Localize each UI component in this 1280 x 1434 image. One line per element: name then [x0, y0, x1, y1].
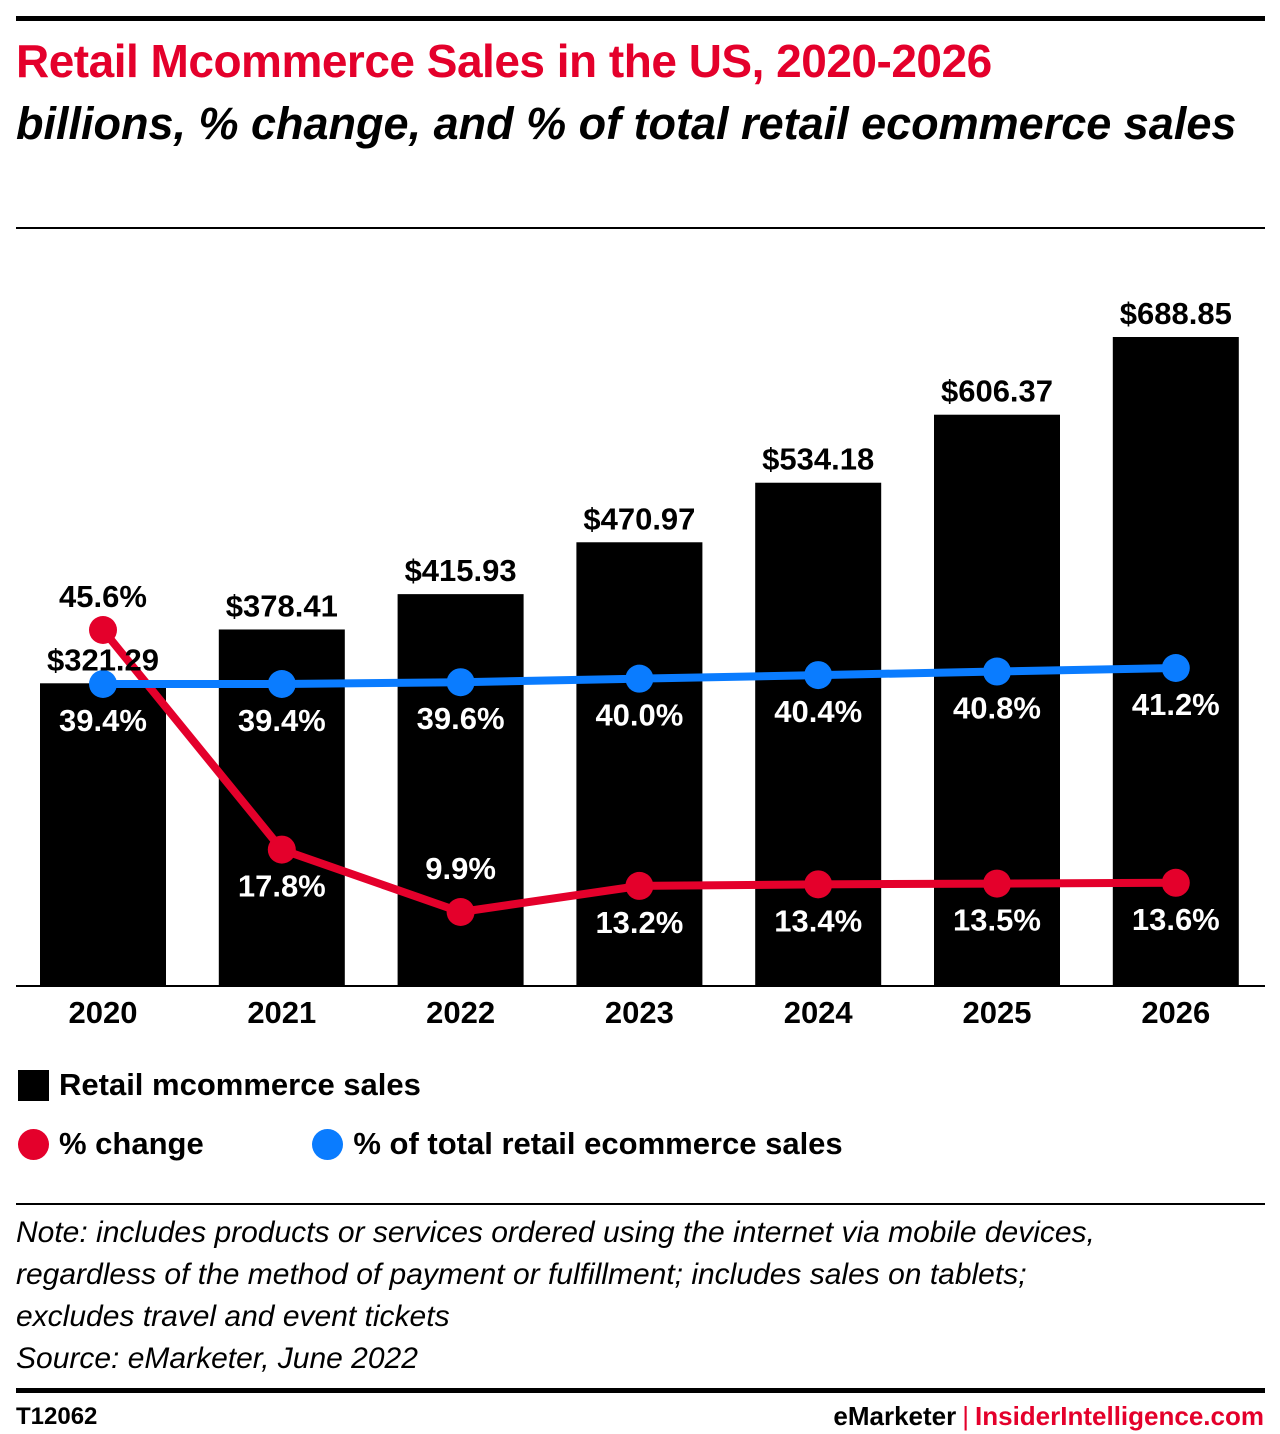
note-line-1: Note: includes products or services orde…	[16, 1216, 1095, 1249]
labels-layer: 2020 $321.29 2021 $378.41 2022 $415.93 2023 $47…	[47, 296, 1232, 1030]
change-point	[89, 616, 117, 644]
header-rule	[16, 227, 1265, 229]
brand-emarketer: eMarketer	[833, 1401, 957, 1431]
share-value-label: 40.8%	[953, 691, 1041, 726]
bar	[397, 594, 524, 986]
x-tick-label: 2022	[426, 995, 495, 1030]
change-point	[446, 898, 475, 926]
brand-separator: |	[962, 1401, 970, 1431]
chart-title: Retail Mcommerce Sales in the US, 2020-2…	[16, 35, 992, 87]
share-value-label: 40.0%	[595, 698, 683, 733]
bar-value-label: $688.85	[1120, 296, 1232, 331]
legend-swatch-change	[18, 1128, 49, 1160]
legend-label-share: % of total retail ecommerce sales	[353, 1126, 843, 1161]
change-value-label: 13.6%	[1132, 902, 1220, 937]
share-value-label: 39.4%	[59, 703, 147, 738]
bar-value-label: $606.37	[941, 374, 1053, 409]
legend-item-change: % change	[18, 1126, 204, 1162]
change-value-label: 13.4%	[774, 903, 862, 938]
brand-insider: InsiderIntelligence.com	[975, 1401, 1264, 1431]
change-point	[1161, 868, 1190, 897]
change-value-label: 13.5%	[953, 903, 1041, 938]
bar	[576, 542, 703, 986]
legend-item-bars: Retail mcommerce sales	[18, 1067, 421, 1103]
bars-layer	[40, 337, 1239, 987]
share-value-label: 39.4%	[238, 703, 326, 738]
bar-value-label: $534.18	[762, 442, 874, 477]
legend-row-2: % change % of total retail ecommerce sal…	[18, 1126, 843, 1168]
change-point	[983, 869, 1011, 898]
bar-value-label: $415.93	[405, 553, 517, 588]
share-value-label: 39.6%	[417, 701, 505, 736]
share-point	[804, 661, 833, 690]
legend-swatch-share	[312, 1128, 344, 1160]
legend-label-bars: Retail mcommerce sales	[59, 1067, 421, 1102]
note-rule	[16, 1203, 1265, 1205]
note-line-3: excludes travel and event tickets	[16, 1300, 450, 1333]
share-point	[983, 657, 1011, 686]
bar-value-label: $378.41	[226, 588, 338, 623]
bar	[40, 683, 166, 986]
share-value-label: 41.2%	[1132, 687, 1220, 722]
brand-credit: eMarketer | InsiderIntelligence.com	[833, 1401, 1264, 1432]
change-point	[625, 871, 654, 900]
lines-layer	[89, 616, 1190, 926]
change-point	[267, 835, 296, 864]
x-tick-label: 2020	[69, 995, 138, 1030]
chart: 2020 $321.29 2021 $378.41 2022 $415.93 2023 $47…	[16, 296, 1265, 1030]
share-point	[446, 668, 475, 697]
x-tick-label: 2023	[605, 995, 674, 1030]
x-tick-label: 2021	[247, 995, 316, 1030]
bar-value-label: $470.97	[583, 501, 695, 536]
x-tick-label: 2025	[963, 995, 1032, 1030]
bar	[755, 482, 882, 986]
bar-value-label: $321.29	[47, 642, 159, 677]
change-value-label: 13.2%	[595, 905, 683, 940]
share-point	[1161, 654, 1190, 682]
chart-code: T12062	[16, 1403, 98, 1430]
legend-label-change: % change	[59, 1126, 204, 1161]
x-tick-label: 2024	[784, 995, 854, 1030]
change-value-label: 45.6%	[59, 579, 147, 614]
top-rule	[16, 16, 1265, 21]
legend-row-1: Retail mcommerce sales	[18, 1067, 421, 1109]
x-tick-label: 2026	[1141, 995, 1210, 1030]
share-point	[625, 664, 654, 693]
source-line: Source: eMarketer, June 2022	[16, 1342, 418, 1375]
footer-rule	[16, 1388, 1265, 1393]
share-point	[89, 670, 117, 698]
chart-subtitle: billions, % change, and % of total retai…	[16, 98, 1237, 149]
change-value-label: 9.9%	[425, 851, 496, 886]
legend-swatch-bars	[18, 1069, 49, 1101]
change-point	[804, 870, 833, 899]
footnote: Note: includes products or services orde…	[16, 1212, 1266, 1380]
share-value-label: 40.4%	[774, 694, 862, 729]
note-line-2: regardless of the method of payment or f…	[16, 1258, 1027, 1291]
change-value-label: 17.8%	[238, 869, 326, 904]
share-point	[267, 670, 296, 698]
legend-item-share: % of total retail ecommerce sales	[312, 1126, 843, 1162]
